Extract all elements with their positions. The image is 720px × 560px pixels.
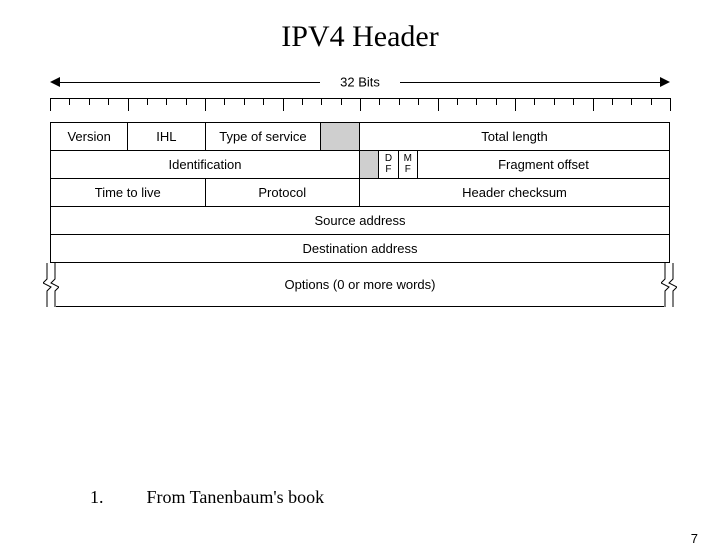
- header-row: Time to live Protocol Header checksum: [51, 179, 669, 207]
- width-line-left: [58, 82, 320, 83]
- ruler-tick: [438, 98, 439, 111]
- header-row: Destination address: [51, 235, 669, 263]
- footnote-text: From Tanenbaum's book: [147, 487, 325, 507]
- header-cell-label: Total length: [481, 130, 548, 144]
- arrowhead-right-icon: [660, 77, 670, 87]
- ruler-tick: [128, 98, 129, 111]
- ruler-tick: [399, 98, 400, 105]
- break-mark-right-icon: [661, 263, 677, 307]
- ruler-tick: [593, 98, 594, 111]
- ipv4-header-diagram: 32 Bits Version IHL Type of service Total l…: [50, 72, 670, 307]
- ruler-tick: [283, 98, 284, 111]
- ruler-tick: [360, 98, 361, 111]
- ruler-tick: [244, 98, 245, 105]
- header-cell-label: Type of service: [219, 130, 306, 144]
- width-indicator: 32 Bits: [50, 72, 670, 92]
- header-row: Identification D F M F Fragment offset: [51, 151, 669, 179]
- ruler-tick: [89, 98, 90, 105]
- ruler-tick: [50, 98, 51, 111]
- header-cell: IHL: [128, 123, 205, 150]
- width-label: 32 Bits: [334, 75, 386, 90]
- footnote-number: 1.: [90, 487, 142, 508]
- header-cell: [360, 151, 379, 178]
- header-cell-label: D F: [385, 154, 392, 175]
- ruler-tick: [631, 98, 632, 105]
- width-line-right: [400, 82, 662, 83]
- header-cell: [321, 123, 360, 150]
- header-grid: Version IHL Type of service Total length Ide…: [50, 122, 670, 263]
- ruler-tick: [186, 98, 187, 105]
- header-cell: Fragment offset: [418, 151, 669, 178]
- ruler-tick: [205, 98, 206, 111]
- ruler-tick: [418, 98, 419, 105]
- header-row: Source address: [51, 207, 669, 235]
- ruler-tick: [166, 98, 167, 105]
- ruler-tick: [534, 98, 535, 105]
- break-mark-left-icon: [43, 263, 59, 307]
- header-cell-label: Fragment offset: [498, 158, 589, 172]
- ruler-tick: [224, 98, 225, 105]
- header-cell: Type of service: [206, 123, 322, 150]
- header-cell: Source address: [51, 207, 669, 234]
- ruler-tick: [263, 98, 264, 105]
- header-cell: M F: [399, 151, 418, 178]
- ruler-tick: [476, 98, 477, 105]
- page-title: IPV4 Header: [0, 20, 720, 54]
- header-cell-label: Time to live: [95, 186, 161, 200]
- ruler-tick: [341, 98, 342, 105]
- ruler-tick: [321, 98, 322, 105]
- ruler-tick: [612, 98, 613, 105]
- header-cell: Destination address: [51, 235, 669, 262]
- header-cell: Time to live: [51, 179, 206, 206]
- header-cell: Version: [51, 123, 128, 150]
- header-cell: Protocol: [206, 179, 361, 206]
- ruler-tick: [457, 98, 458, 105]
- bit-ruler: [50, 98, 670, 114]
- header-cell: Header checksum: [360, 179, 669, 206]
- header-cell-label: Header checksum: [462, 186, 567, 200]
- header-cell-label: Version: [67, 130, 110, 144]
- ruler-tick: [108, 98, 109, 105]
- ruler-tick: [302, 98, 303, 105]
- ruler-tick: [496, 98, 497, 105]
- header-cell-label: Destination address: [303, 242, 418, 256]
- ruler-tick: [554, 98, 555, 105]
- ruler-tick: [573, 98, 574, 105]
- options-row: Options (0 or more words): [50, 263, 670, 307]
- header-cell: Identification: [51, 151, 360, 178]
- ruler-tick: [379, 98, 380, 105]
- header-cell-label: Source address: [314, 214, 405, 228]
- header-row: Version IHL Type of service Total length: [51, 123, 669, 151]
- header-cell-label: Protocol: [258, 186, 306, 200]
- ruler-tick: [147, 98, 148, 105]
- ruler-tick: [670, 98, 671, 111]
- header-cell-label: IHL: [156, 130, 176, 144]
- header-cell: Total length: [360, 123, 669, 150]
- page-number: 7: [691, 531, 698, 546]
- ruler-tick: [651, 98, 652, 105]
- header-cell-label: M F: [404, 154, 412, 175]
- header-cell: D F: [379, 151, 398, 178]
- ruler-tick: [515, 98, 516, 111]
- ruler-tick: [69, 98, 70, 105]
- footnote: 1. From Tanenbaum's book: [90, 487, 324, 508]
- options-label: Options (0 or more words): [285, 277, 436, 292]
- header-cell-label: Identification: [169, 158, 242, 172]
